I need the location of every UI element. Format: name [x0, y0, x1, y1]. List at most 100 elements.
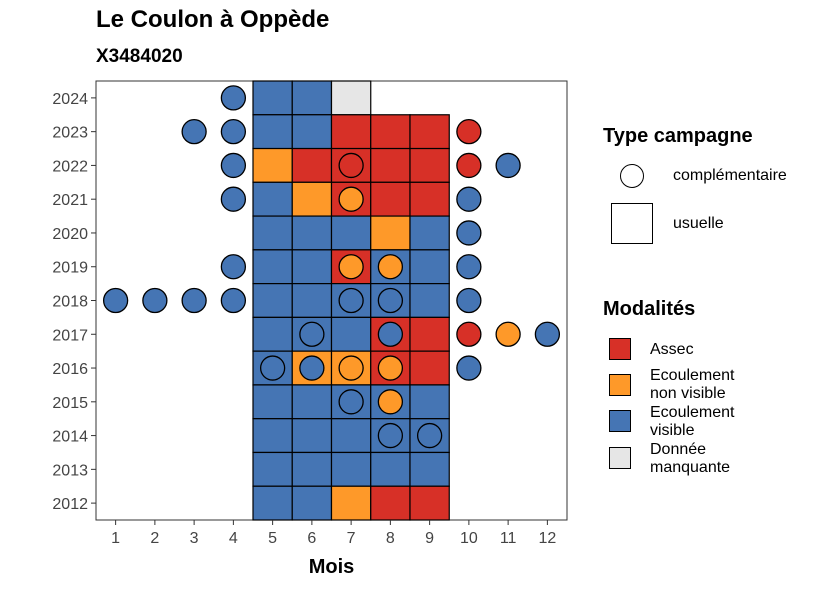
legend-key-manquante: [609, 447, 631, 469]
point-2018-4: [220, 287, 247, 314]
tile-2022-6: [291, 147, 333, 183]
point-2019-4: [220, 254, 247, 280]
point-2022-11: [495, 152, 521, 179]
tile-2013-5: [252, 451, 293, 487]
tile-2019-5: [252, 249, 293, 285]
y-tick-label-2024: 2024: [52, 91, 88, 108]
point-2018-2: [142, 287, 168, 314]
point-2016-7: [338, 355, 364, 381]
tile-2014-5: [252, 418, 293, 454]
point-2023-4: [220, 119, 247, 145]
tile-2013-9: [409, 451, 450, 487]
x-tick-label-1: 1: [111, 530, 120, 547]
legend-key-non-visible: [609, 374, 631, 396]
point-2014-8: [377, 422, 404, 449]
tile-2015-9: [409, 384, 450, 420]
point-2016-8: [377, 355, 404, 381]
point-2016-5: [259, 355, 286, 381]
x-tick-label-4: 4: [229, 530, 238, 547]
point-2016-6: [299, 355, 325, 381]
legend-label-non-visible: Ecoulement non visible: [650, 367, 735, 402]
point-2022-4: [220, 152, 247, 179]
x-tick-label-10: 10: [460, 530, 478, 547]
x-tick-label-11: 11: [500, 530, 517, 547]
tile-2012-6: [291, 485, 333, 521]
tile-2020-6: [291, 215, 333, 251]
tile-2020-8: [370, 215, 411, 251]
tile-2015-6: [291, 384, 333, 420]
y-tick-label-2014: 2014: [52, 429, 88, 446]
y-tick-label-2019: 2019: [52, 260, 88, 277]
tile-2014-7: [330, 418, 372, 454]
point-2023-10: [456, 119, 482, 145]
tile-2017-7: [330, 316, 372, 352]
tile-2014-6: [291, 418, 333, 454]
tile-2019-6: [291, 249, 333, 285]
x-tick-label-3: 3: [190, 530, 199, 547]
point-2015-7: [338, 389, 364, 415]
legend-key-assec: [609, 338, 631, 360]
y-tick-label-2021: 2021: [52, 192, 88, 209]
tile-2019-9: [409, 249, 450, 285]
point-2024-4: [220, 85, 247, 111]
tile-2017-5: [252, 316, 293, 352]
point-2014-9: [416, 422, 443, 449]
point-2015-8: [377, 389, 404, 415]
tile-2016-9: [409, 350, 450, 386]
point-2023-3: [181, 119, 207, 145]
tile-2012-7: [330, 485, 372, 521]
tile-2013-6: [291, 451, 333, 487]
point-2017-10: [456, 321, 482, 347]
tile-2023-9: [409, 114, 450, 150]
y-tick-label-2017: 2017: [52, 327, 88, 344]
legend-fill-title: Modalités: [603, 298, 696, 320]
tile-2024-7: [330, 80, 372, 116]
tile-2020-7: [330, 215, 372, 251]
x-tick-label-7: 7: [347, 530, 356, 547]
x-tick-label-6: 6: [307, 530, 316, 547]
tile-2022-9: [409, 147, 450, 183]
y-tick-label-2016: 2016: [52, 361, 88, 378]
tile-2021-6: [291, 181, 333, 217]
x-tick-label-12: 12: [538, 530, 556, 547]
x-tick-label-2: 2: [150, 530, 159, 547]
tile-2021-5: [252, 181, 293, 217]
tile-2022-8: [370, 147, 411, 183]
tile-2012-5: [252, 485, 293, 521]
tile-2013-7: [330, 451, 372, 487]
legend-label-assec: Assec: [650, 341, 694, 358]
point-2019-10: [456, 254, 482, 280]
tile-2017-9: [409, 316, 450, 352]
tile-2020-9: [409, 215, 450, 251]
point-2017-8: [377, 321, 404, 347]
tile-2024-5: [252, 80, 293, 116]
chart-subtitle: X3484020: [96, 46, 183, 67]
point-2017-11: [495, 321, 521, 347]
point-2018-10: [456, 287, 482, 314]
tile-2012-9: [409, 485, 450, 521]
legend-label-visible: Ecoulement visible: [650, 404, 735, 439]
point-2022-7: [338, 152, 364, 179]
x-tick-label-9: 9: [425, 530, 434, 547]
point-2021-4: [220, 186, 247, 212]
legend-shape-title: Type campagne: [603, 125, 753, 147]
point-2016-10: [456, 355, 482, 381]
legend-shape-label-complementaire: complémentaire: [673, 167, 787, 184]
tile-2015-5: [252, 384, 293, 420]
point-2022-10: [456, 152, 482, 179]
tile-2023-8: [370, 114, 411, 150]
tile-2020-5: [252, 215, 293, 251]
x-tick-label-8: 8: [386, 530, 395, 547]
point-2021-10: [456, 186, 482, 212]
y-tick-label-2022: 2022: [52, 158, 88, 175]
y-tick-label-2015: 2015: [52, 395, 88, 412]
x-axis-label: Mois: [309, 556, 355, 578]
x-tick-label-5: 5: [268, 530, 277, 547]
y-tick-label-2012: 2012: [52, 496, 88, 513]
tile-2021-8: [370, 181, 411, 217]
point-2019-7: [338, 254, 364, 280]
tile-2023-7: [330, 114, 372, 150]
chart-title: Le Coulon à Oppède: [96, 6, 330, 33]
tile-2018-6: [291, 283, 333, 318]
